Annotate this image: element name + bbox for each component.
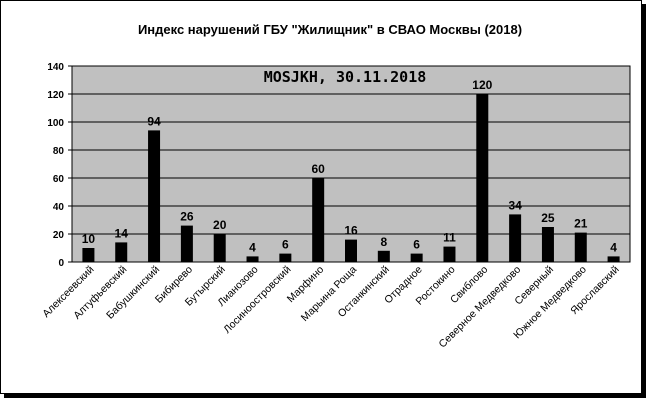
bar bbox=[574, 232, 587, 262]
data-label: 6 bbox=[282, 238, 289, 252]
x-axis-labels: АлексеевскийАлтуфьевскийБабушкинскийБиби… bbox=[40, 264, 622, 351]
bar bbox=[180, 225, 193, 262]
bar bbox=[377, 250, 390, 262]
y-tick-label: 0 bbox=[58, 258, 64, 269]
chart-title: Индекс нарушений ГБУ "Жилищник" в СВАО М… bbox=[138, 22, 522, 37]
bar bbox=[607, 256, 620, 262]
bar bbox=[82, 248, 95, 262]
data-label: 25 bbox=[541, 211, 555, 225]
bars: 10 14 94 26 20 4 6 60 16 8 6 11 120 34 25 21 4 bbox=[82, 78, 620, 262]
y-tick-label: 140 bbox=[47, 62, 64, 73]
data-label: 4 bbox=[610, 240, 617, 254]
data-label: 20 bbox=[213, 218, 227, 232]
bar bbox=[509, 214, 522, 262]
bar bbox=[312, 178, 325, 262]
y-tick-label: 80 bbox=[53, 146, 65, 157]
data-label: 60 bbox=[311, 162, 325, 176]
data-label: 10 bbox=[82, 232, 96, 246]
y-tick-label: 100 bbox=[47, 118, 64, 129]
plot-area bbox=[71, 65, 631, 263]
bar bbox=[443, 246, 456, 262]
data-label: 11 bbox=[443, 231, 456, 245]
data-label: 34 bbox=[508, 198, 522, 212]
data-label: 120 bbox=[472, 78, 492, 92]
bar bbox=[246, 256, 259, 262]
y-tick-label: 40 bbox=[53, 202, 65, 213]
data-label: 8 bbox=[380, 235, 387, 249]
chart-annotation: MOSJKH, 30.11.2018 bbox=[264, 68, 427, 86]
y-tick-label: 20 bbox=[53, 230, 65, 241]
data-label: 21 bbox=[574, 217, 588, 231]
data-label: 4 bbox=[249, 240, 256, 254]
data-label: 14 bbox=[115, 226, 129, 240]
y-tick-label: 120 bbox=[47, 90, 64, 101]
bar bbox=[541, 227, 554, 262]
bar bbox=[213, 234, 226, 262]
bar bbox=[410, 253, 423, 262]
bar bbox=[148, 130, 161, 262]
data-label: 94 bbox=[147, 114, 161, 128]
bar bbox=[476, 94, 489, 262]
bar bbox=[279, 253, 292, 262]
y-tick-label: 60 bbox=[53, 174, 65, 185]
data-label: 16 bbox=[344, 224, 358, 238]
bar bbox=[115, 242, 128, 262]
gridlines bbox=[72, 65, 630, 263]
data-label: 26 bbox=[180, 210, 194, 224]
y-axis: 0 20 40 60 80 100 120 140 bbox=[47, 62, 72, 269]
data-label: 6 bbox=[413, 238, 420, 252]
bar bbox=[345, 239, 357, 262]
